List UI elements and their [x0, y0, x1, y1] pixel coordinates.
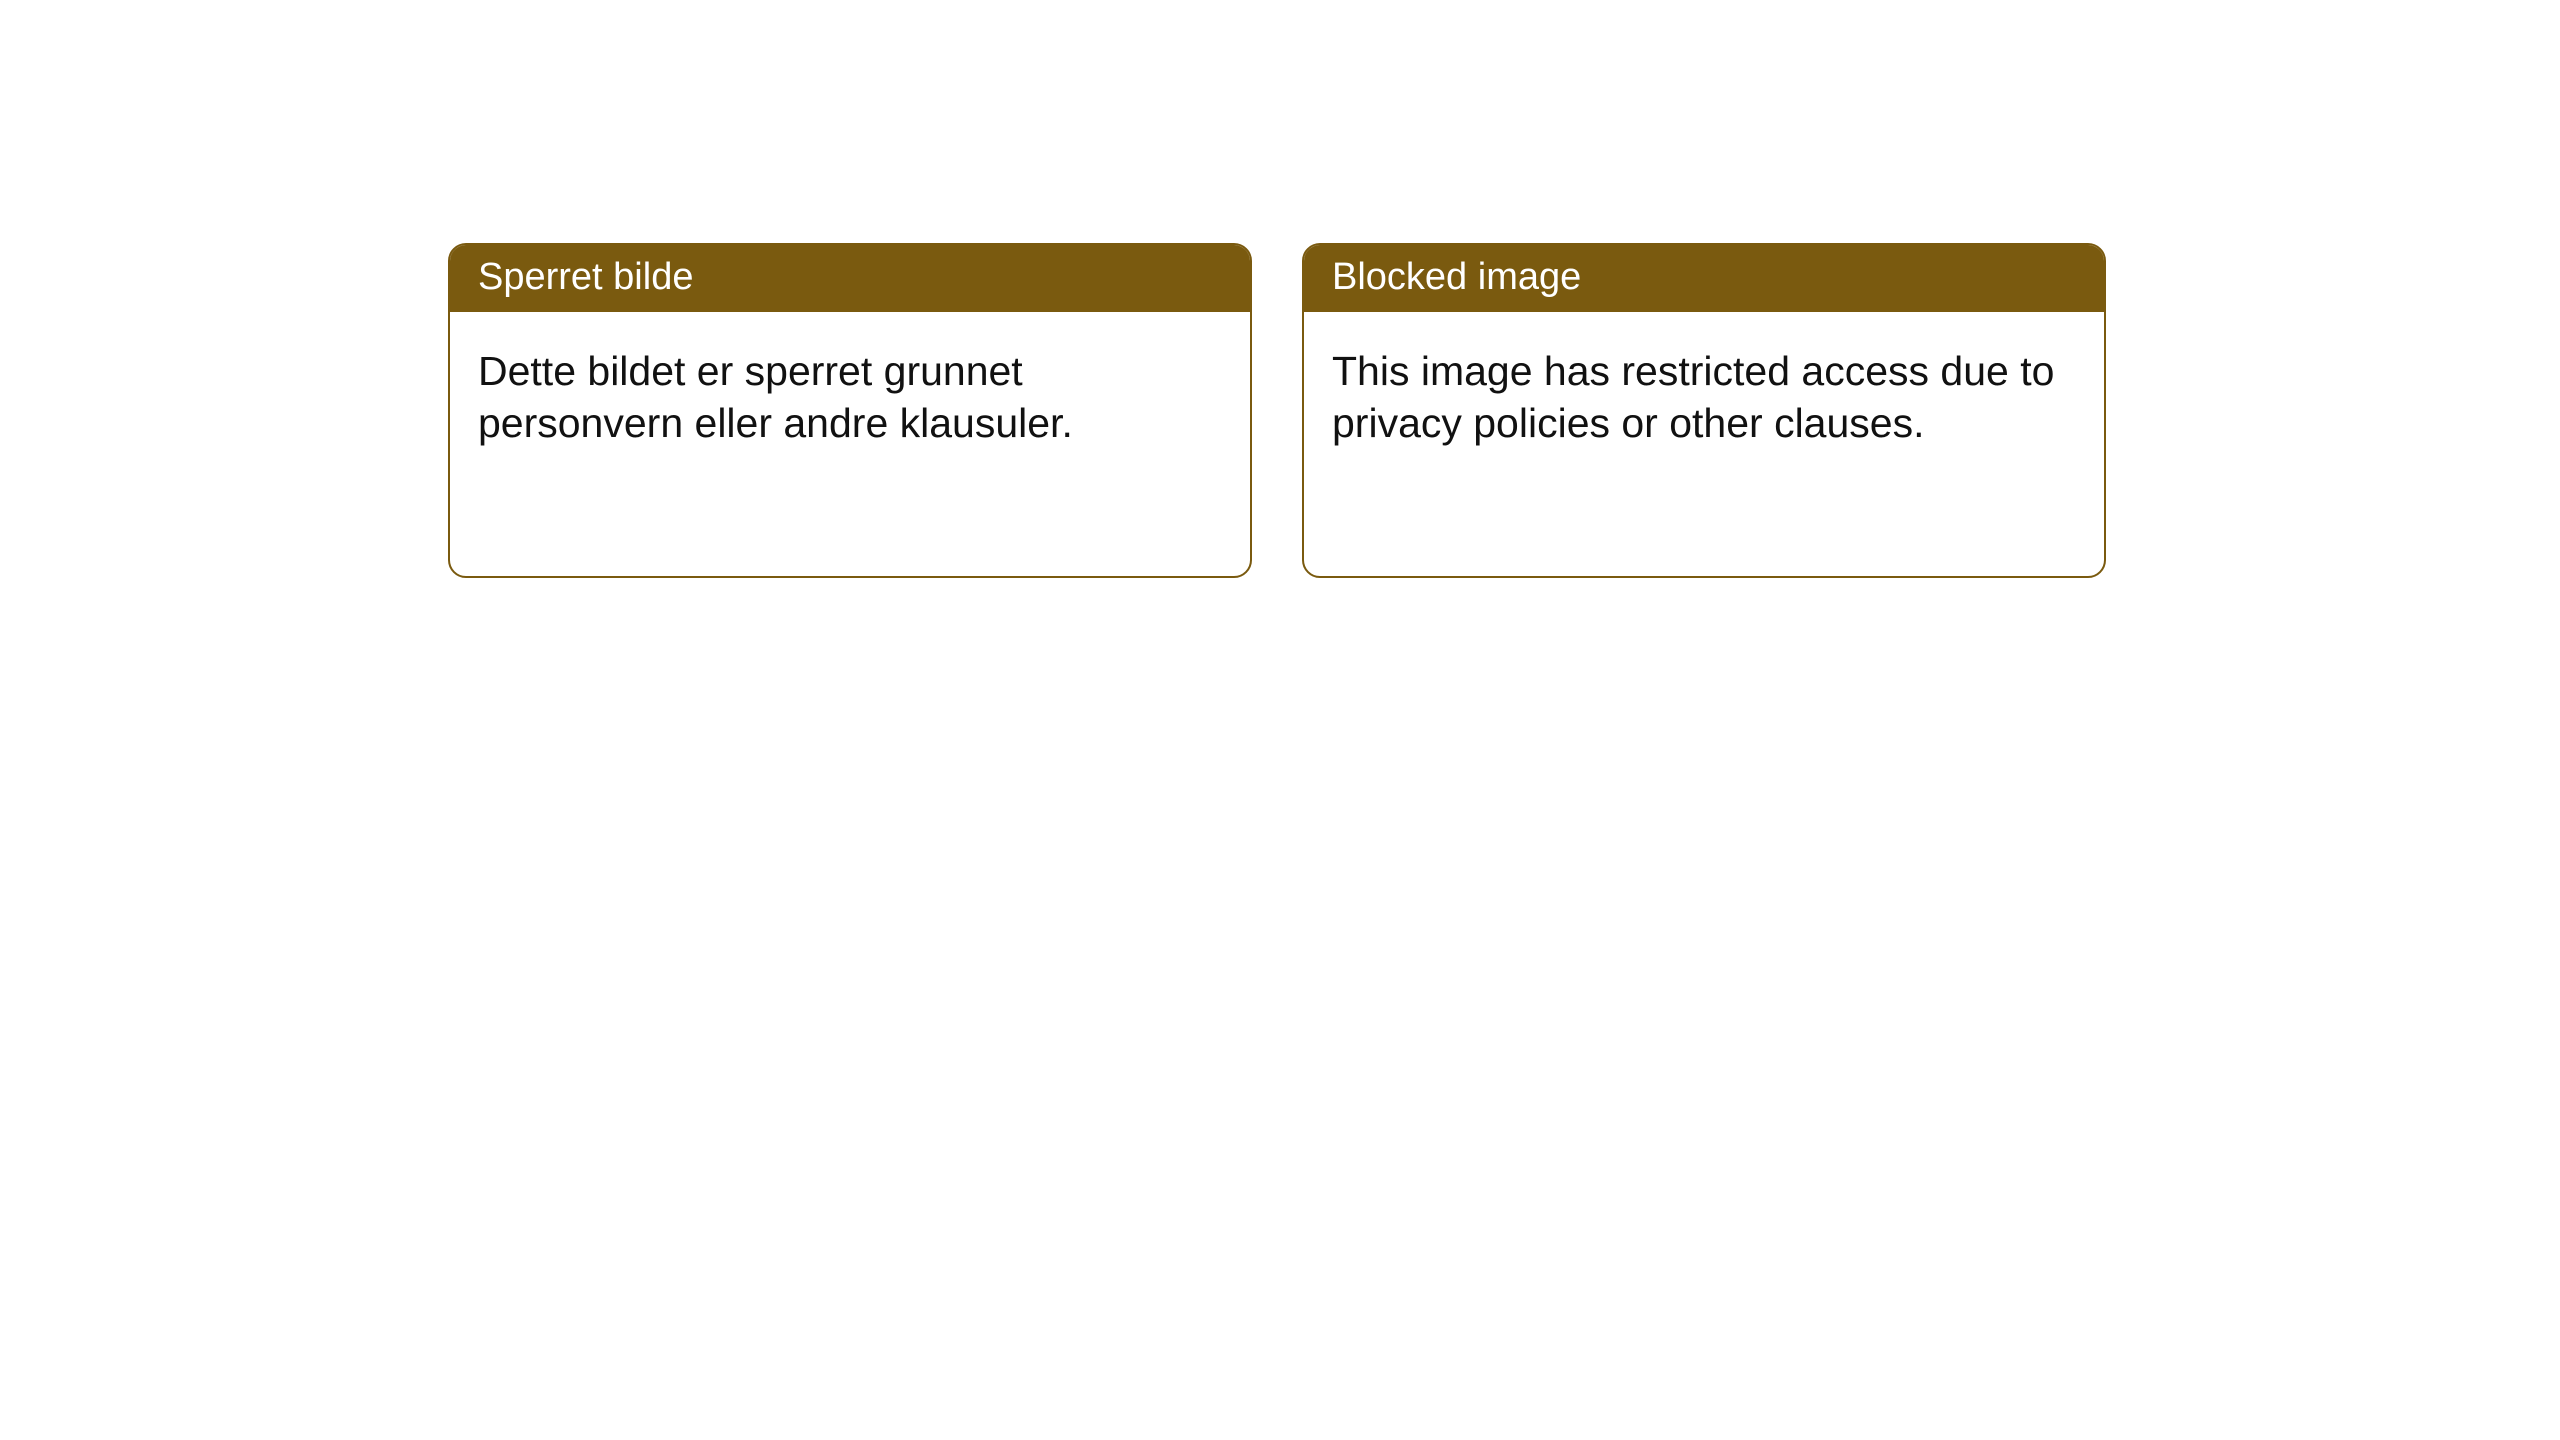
notice-box-norwegian: Sperret bilde Dette bildet er sperret gr… [448, 243, 1252, 578]
notice-text-norwegian: Dette bildet er sperret grunnet personve… [478, 348, 1073, 446]
notice-body-norwegian: Dette bildet er sperret grunnet personve… [450, 312, 1250, 477]
notice-header-english: Blocked image [1304, 245, 2104, 312]
notice-body-english: This image has restricted access due to … [1304, 312, 2104, 477]
notice-header-norwegian: Sperret bilde [450, 245, 1250, 312]
notice-title-english: Blocked image [1332, 256, 1581, 298]
notice-title-norwegian: Sperret bilde [478, 256, 693, 298]
notice-text-english: This image has restricted access due to … [1332, 348, 2054, 446]
notice-container: Sperret bilde Dette bildet er sperret gr… [448, 243, 2106, 578]
notice-box-english: Blocked image This image has restricted … [1302, 243, 2106, 578]
